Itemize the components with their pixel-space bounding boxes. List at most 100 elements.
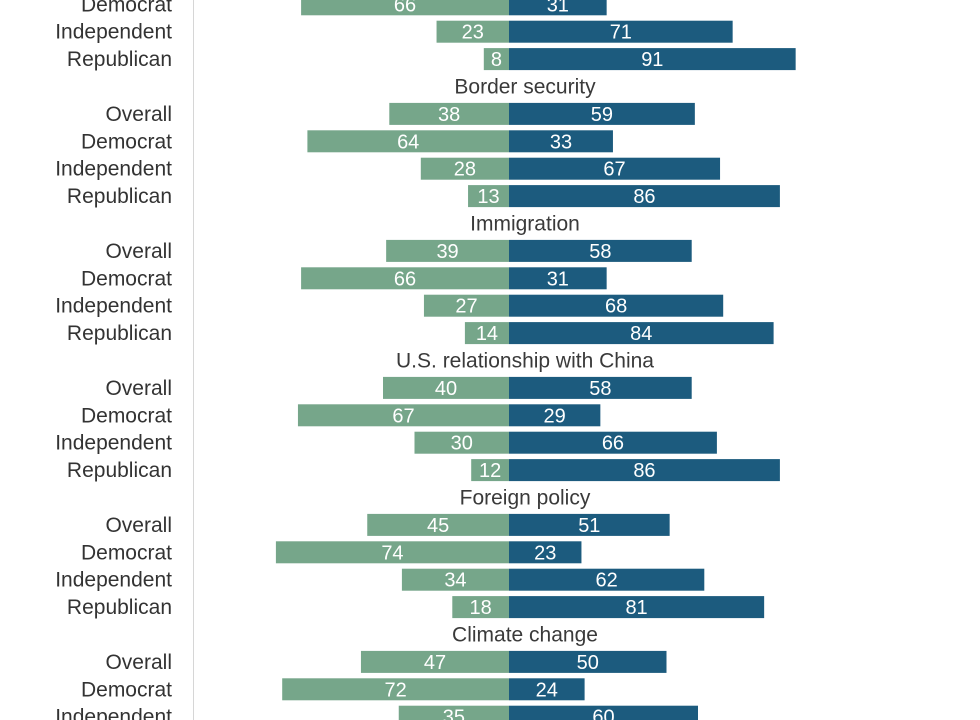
group-title: Foreign policy: [460, 487, 591, 510]
bar-right: [509, 102, 695, 125]
data-label-right: 31: [547, 268, 569, 290]
bar-left: [301, 0, 509, 16]
row-label: Republican: [67, 322, 172, 345]
row-label: Republican: [67, 48, 172, 71]
data-label-left: 12: [479, 460, 501, 482]
group-title: U.S. relationship with China: [396, 350, 654, 373]
data-label-left: 8: [491, 49, 502, 71]
bar-right: [509, 513, 670, 536]
bar-right: [509, 568, 705, 591]
data-label-left: 13: [477, 186, 499, 208]
bar-right: [509, 705, 698, 720]
data-label-right: 50: [577, 652, 599, 674]
row-label: Independent: [55, 158, 172, 181]
bar-left: [386, 239, 509, 262]
bar-left: [389, 102, 509, 125]
data-label-left: 30: [451, 433, 473, 455]
row-label: Overall: [105, 103, 172, 126]
data-label-right: 31: [547, 0, 569, 16]
bar-left: [471, 459, 509, 482]
bar-right: [509, 431, 717, 454]
bar-right: [509, 48, 796, 71]
data-label-right: 86: [633, 186, 655, 208]
bar-left: [464, 322, 509, 345]
bar-right: [509, 376, 692, 399]
data-label-right: 29: [544, 405, 566, 427]
data-label-right: 23: [534, 542, 556, 564]
data-label-right: 60: [592, 707, 614, 720]
bar-left: [367, 513, 509, 536]
bar-left: [423, 294, 509, 317]
data-label-right: 59: [591, 104, 613, 126]
data-label-right: 51: [578, 515, 600, 537]
row-label: Overall: [105, 651, 172, 674]
group-title: Border security: [454, 76, 596, 99]
data-label-left: 35: [443, 707, 465, 720]
row-label: Democrat: [81, 267, 172, 290]
row-label: Independent: [55, 432, 172, 455]
bar-right: [509, 0, 607, 16]
data-label-left: 66: [394, 268, 416, 290]
data-label-right: 62: [596, 570, 618, 592]
data-label-right: 86: [633, 460, 655, 482]
row-label: Democrat: [81, 404, 172, 427]
row-label: Democrat: [81, 541, 172, 564]
data-label-right: 66: [602, 433, 624, 455]
bar-right: [509, 130, 613, 153]
bar-right: [509, 239, 692, 262]
data-label-right: 67: [603, 159, 625, 181]
row-label: Overall: [105, 240, 172, 263]
data-label-left: 47: [424, 652, 446, 674]
data-label-left: 45: [427, 515, 449, 537]
data-label-left: 39: [436, 241, 458, 263]
data-label-left: 64: [397, 131, 419, 153]
bar-left: [383, 376, 509, 399]
data-label-left: 27: [455, 296, 477, 318]
data-label-left: 74: [381, 542, 403, 564]
data-label-left: 72: [384, 679, 406, 701]
bar-left: [275, 541, 509, 564]
row-label: Democrat: [81, 0, 172, 16]
bar-right: [509, 267, 607, 290]
data-label-right: 58: [589, 378, 611, 400]
bar-right: [509, 650, 667, 673]
data-label-left: 14: [476, 323, 498, 345]
data-label-left: 66: [394, 0, 416, 16]
data-label-right: 71: [610, 22, 632, 44]
data-label-right: 24: [536, 679, 558, 701]
bar-right: [509, 596, 765, 619]
data-label-left: 38: [438, 104, 460, 126]
bar-left: [468, 185, 509, 208]
bar-right: [509, 541, 582, 564]
bar-left: [282, 678, 509, 701]
bar-right: [509, 404, 601, 427]
bar-left: [301, 267, 509, 290]
bar-left: [483, 48, 509, 71]
data-label-right: 81: [625, 597, 647, 619]
row-label: Overall: [105, 514, 172, 537]
bar-right: [509, 157, 721, 180]
data-label-left: 67: [392, 405, 414, 427]
bar-left: [420, 157, 509, 180]
row-label: Independent: [55, 706, 172, 720]
row-label: Independent: [55, 21, 172, 44]
bar-right: [509, 20, 733, 43]
row-label: Independent: [55, 295, 172, 318]
data-label-left: 23: [462, 22, 484, 44]
data-label-left: 34: [444, 570, 466, 592]
data-label-right: 68: [605, 296, 627, 318]
bar-right: [509, 185, 780, 208]
row-label: Independent: [55, 569, 172, 592]
data-label-left: 18: [470, 597, 492, 619]
data-label-right: 84: [630, 323, 652, 345]
group-title: Immigration: [470, 213, 580, 236]
row-label: Republican: [67, 596, 172, 619]
row-label: Republican: [67, 185, 172, 208]
group-title: Climate change: [452, 624, 598, 647]
bar-left: [452, 596, 509, 619]
data-label-right: 91: [641, 49, 663, 71]
row-label: Republican: [67, 459, 172, 482]
bar-left: [398, 705, 509, 720]
bar-left: [436, 20, 509, 43]
